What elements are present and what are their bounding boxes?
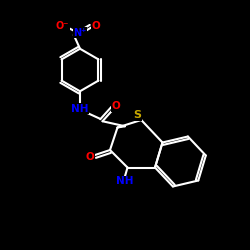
Text: O: O: [86, 152, 94, 162]
Text: NH: NH: [116, 176, 134, 186]
Text: N⁺: N⁺: [73, 28, 87, 38]
Text: O: O: [112, 101, 120, 111]
Text: O⁻: O⁻: [56, 21, 69, 31]
Text: O: O: [92, 21, 100, 31]
Text: NH: NH: [71, 104, 89, 114]
Text: S: S: [134, 110, 141, 120]
